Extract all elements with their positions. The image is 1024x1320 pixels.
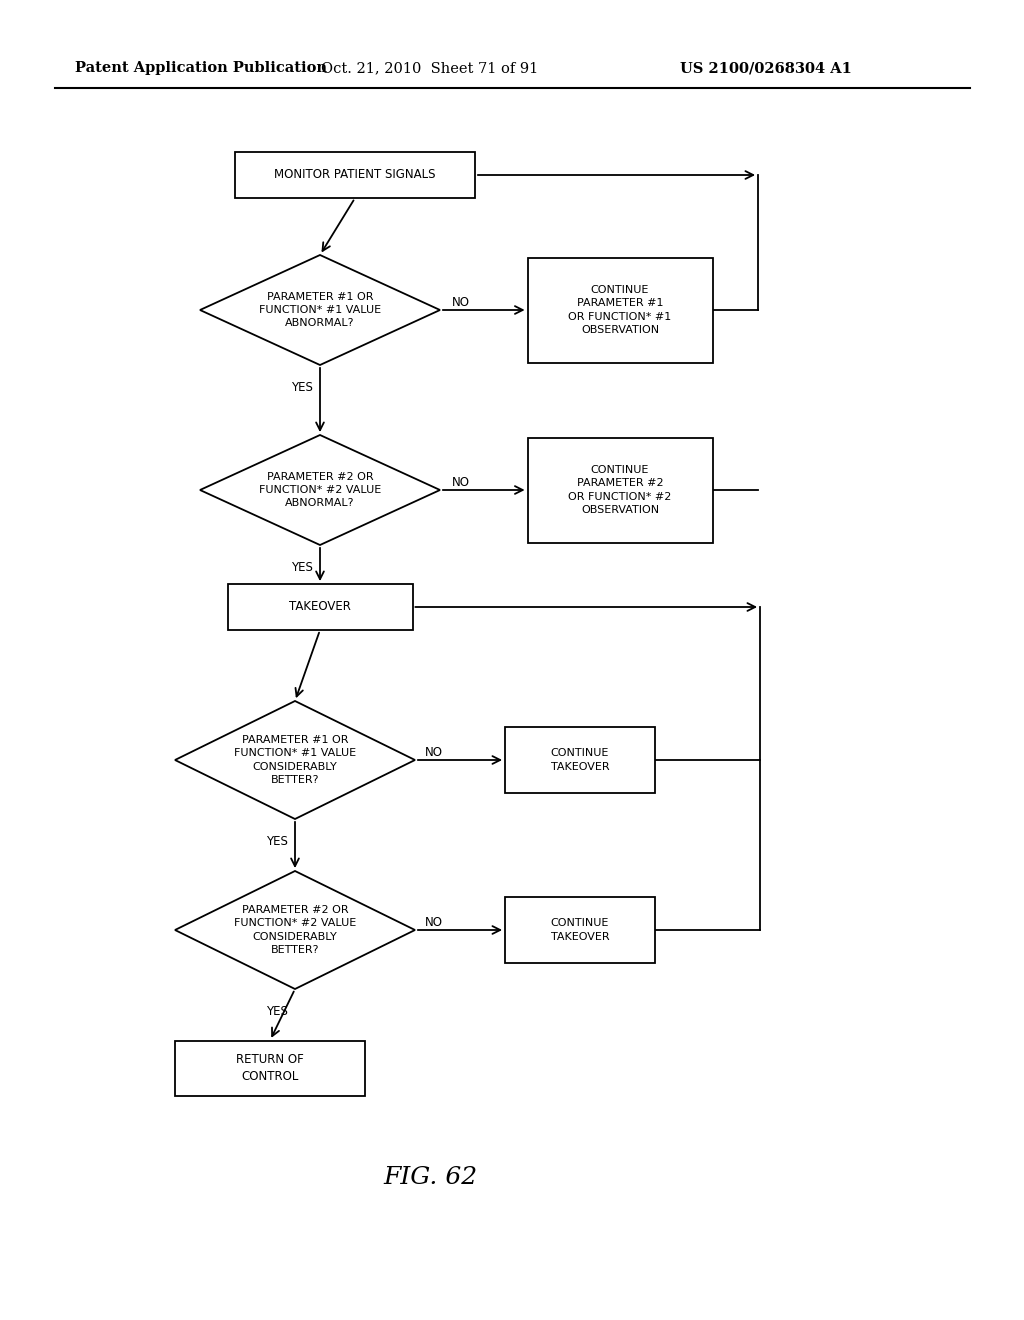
Bar (175, 1040, 365, 1096)
Text: US 2100/0268304 A1: US 2100/0268304 A1 (680, 61, 852, 75)
Text: NO: NO (452, 475, 470, 488)
Polygon shape (200, 255, 440, 366)
Polygon shape (200, 436, 440, 545)
Text: YES: YES (266, 836, 288, 847)
Bar (234, 152, 475, 198)
Text: NO: NO (452, 296, 470, 309)
Bar (527, 257, 713, 363)
Bar (227, 583, 413, 630)
Text: NO: NO (425, 746, 443, 759)
Text: CONTINUE
TAKEOVER: CONTINUE TAKEOVER (551, 748, 609, 772)
Text: NO: NO (425, 916, 443, 928)
Text: PARAMETER #1 OR
FUNCTION* #1 VALUE
ABNORMAL?: PARAMETER #1 OR FUNCTION* #1 VALUE ABNOR… (259, 292, 381, 329)
Text: RETURN OF
CONTROL: RETURN OF CONTROL (237, 1053, 304, 1082)
Text: Patent Application Publication: Patent Application Publication (75, 61, 327, 75)
Text: Oct. 21, 2010  Sheet 71 of 91: Oct. 21, 2010 Sheet 71 of 91 (322, 61, 539, 75)
Text: MONITOR PATIENT SIGNALS: MONITOR PATIENT SIGNALS (274, 169, 436, 181)
Bar (505, 727, 655, 793)
Text: YES: YES (291, 381, 313, 393)
Text: FIG. 62: FIG. 62 (383, 1167, 477, 1189)
Polygon shape (175, 701, 415, 818)
Text: CONTINUE
PARAMETER #2
OR FUNCTION* #2
OBSERVATION: CONTINUE PARAMETER #2 OR FUNCTION* #2 OB… (568, 465, 672, 515)
Text: PARAMETER #2 OR
FUNCTION* #2 VALUE
CONSIDERABLY
BETTER?: PARAMETER #2 OR FUNCTION* #2 VALUE CONSI… (233, 906, 356, 954)
Bar (505, 898, 655, 964)
Text: PARAMETER #2 OR
FUNCTION* #2 VALUE
ABNORMAL?: PARAMETER #2 OR FUNCTION* #2 VALUE ABNOR… (259, 471, 381, 508)
Text: YES: YES (266, 1005, 288, 1018)
Text: TAKEOVER: TAKEOVER (289, 601, 351, 614)
Text: PARAMETER #1 OR
FUNCTION* #1 VALUE
CONSIDERABLY
BETTER?: PARAMETER #1 OR FUNCTION* #1 VALUE CONSI… (233, 735, 356, 785)
Text: CONTINUE
PARAMETER #1
OR FUNCTION* #1
OBSERVATION: CONTINUE PARAMETER #1 OR FUNCTION* #1 OB… (568, 285, 672, 335)
Polygon shape (175, 871, 415, 989)
Bar (527, 437, 713, 543)
Text: CONTINUE
TAKEOVER: CONTINUE TAKEOVER (551, 919, 609, 941)
Text: YES: YES (291, 561, 313, 574)
